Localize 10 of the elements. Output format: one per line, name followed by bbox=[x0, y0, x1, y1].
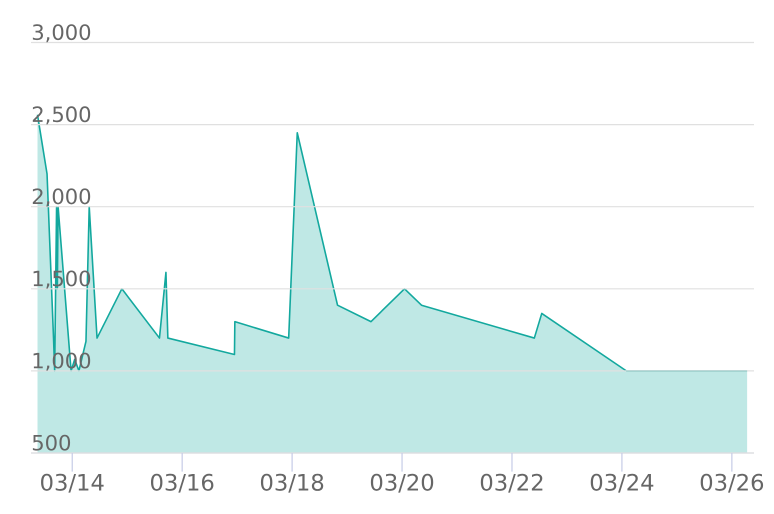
x-tick-label: 03/22 bbox=[480, 474, 542, 493]
x-tick-label: 03/16 bbox=[150, 474, 214, 493]
x-tick-label: 03/26 bbox=[700, 474, 764, 493]
y-tick-label: 2,500 bbox=[32, 106, 90, 124]
x-tick-label: 03/20 bbox=[370, 474, 434, 493]
x-tick-label: 03/24 bbox=[590, 474, 654, 493]
y-tick-label: 500 bbox=[32, 434, 70, 451]
y-tick-label: 3,000 bbox=[32, 24, 90, 42]
x-tick-label: 03/18 bbox=[260, 474, 324, 493]
x-tick-label: 03/14 bbox=[41, 474, 104, 493]
